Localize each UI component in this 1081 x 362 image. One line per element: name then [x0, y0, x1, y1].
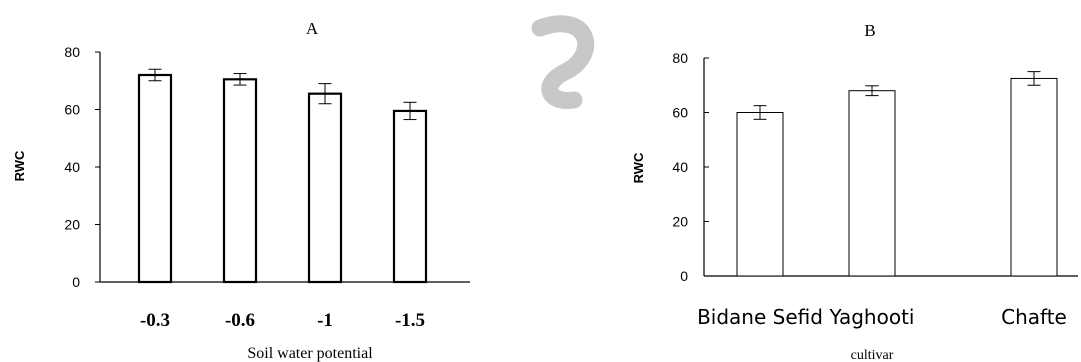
- chart-b-y-axis-label: RWC: [631, 152, 646, 183]
- chart-a-bar: [392, 109, 428, 284]
- chart-b-y-tick-label: 0: [680, 268, 688, 284]
- chart-a-title: A: [306, 19, 319, 38]
- chart-a-category-label: -0.6: [225, 310, 255, 331]
- chart-a-y-tick-label: 20: [64, 217, 80, 233]
- stylized-e-logo-icon: [531, 15, 595, 109]
- chart-a-bar: [222, 78, 258, 284]
- chart-b-category-label: Chafte: [1001, 305, 1067, 329]
- chart-a-y-tick-label: 40: [64, 159, 80, 175]
- chart-b-y-tick-label: 60: [672, 105, 688, 121]
- chart-b-y-tick-label: 80: [672, 50, 688, 66]
- chart-a-bar: [307, 92, 343, 284]
- chart-b-bar: [736, 112, 784, 277]
- chart-a-y-tick-label: 80: [64, 44, 80, 60]
- chart-b-x-axis-label: cultivar: [851, 348, 894, 362]
- chart-panel-b: B RWC cultivar 0 20 40 60 80 Bidane Sefid Yagh…: [631, 21, 1078, 362]
- chart-a-y-axis-label: RWC: [12, 150, 27, 181]
- chart-b-bar: [1010, 77, 1058, 277]
- chart-b-category-label: Yaghooti: [829, 305, 915, 329]
- chart-b-y-tick-label: 20: [672, 214, 688, 230]
- chart-b-bar: [848, 90, 896, 277]
- chart-a-x-axis-label: Soil water potential: [247, 345, 373, 362]
- chart-b-title: B: [864, 21, 875, 40]
- chart-a-y-tick-label: 0: [72, 274, 80, 290]
- chart-a-y-tick-label: 60: [64, 102, 80, 118]
- chart-panel-a: A RWC Soil water potential 0 20 40 60 80 -0.3…: [12, 19, 470, 362]
- chart-b-category-label: Bidane Sefid: [697, 305, 823, 329]
- chart-a-category-label: -1.5: [395, 310, 425, 331]
- chart-a-category-label: -1: [317, 310, 333, 331]
- chart-b-y-tick-label: 40: [672, 159, 688, 175]
- chart-a-bar: [137, 73, 173, 284]
- chart-a-category-label: -0.3: [140, 310, 170, 331]
